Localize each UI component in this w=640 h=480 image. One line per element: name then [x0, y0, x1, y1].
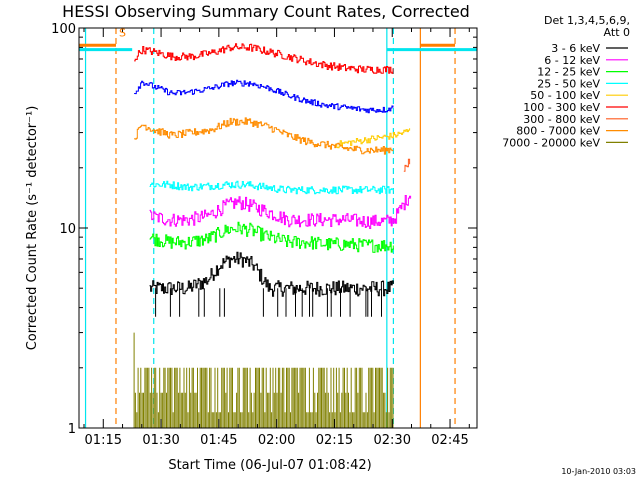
annotation-label: S: [119, 26, 126, 39]
series-dropouts: [155, 288, 382, 317]
y-tick-label: 100: [51, 22, 76, 37]
series-line: [133, 332, 394, 428]
series-line: [149, 180, 394, 195]
legend-header-line-1: Det 1,3,4,5,6,9,: [544, 14, 630, 27]
legend-label: 12 - 25 keV: [537, 66, 600, 79]
legend-header-line-2: Att 0: [604, 26, 630, 39]
legend-label: 100 - 300 keV: [523, 101, 600, 114]
x-axis-label: Start Time (06-Jul-07 01:08:42): [168, 458, 371, 473]
series-line: [403, 158, 411, 172]
y-axis-label: Corrected Count Rate (s⁻¹ detector⁻¹): [25, 106, 40, 351]
legend-label: 25 - 50 keV: [537, 77, 600, 90]
series-line: [334, 128, 411, 149]
legend-label: 50 - 100 keV: [530, 89, 600, 102]
x-tick-label: 02:45: [431, 433, 468, 448]
y-tick-label: 10: [59, 222, 76, 237]
series-line: [134, 117, 394, 155]
chart-title: HESSI Observing Summary Count Rates, Cor…: [62, 2, 470, 21]
series-group: [133, 43, 412, 428]
series-line: [149, 195, 412, 229]
legend-label: 800 - 7000 keV: [516, 125, 600, 138]
x-tick-label: 01:45: [200, 433, 237, 448]
axes: 1 10 100 01:15 01:30 01:45 02:00 02:15 02:30 02:4…: [51, 22, 478, 448]
x-tick-label: 02:00: [258, 433, 295, 448]
footer-timestamp: 10-Jan-2010 03:03: [561, 467, 636, 476]
series-line: [134, 79, 394, 114]
legend-label: 7000 - 20000 keV: [502, 136, 600, 149]
x-tick-label: 02:30: [374, 433, 411, 448]
series-line: [149, 251, 394, 297]
x-tick-label: 01:15: [85, 433, 122, 448]
annotations: S: [119, 26, 126, 39]
y-tick-label: 1: [68, 422, 76, 437]
legend-label: 3 - 6 keV: [551, 42, 600, 55]
series-line: [134, 43, 394, 74]
x-tick-label: 01:30: [142, 433, 179, 448]
legend-label: 6 - 12 keV: [544, 54, 600, 67]
series-line: [149, 221, 394, 253]
legend-label: 300 - 800 keV: [523, 113, 600, 126]
x-tick-label: 02:15: [316, 433, 353, 448]
